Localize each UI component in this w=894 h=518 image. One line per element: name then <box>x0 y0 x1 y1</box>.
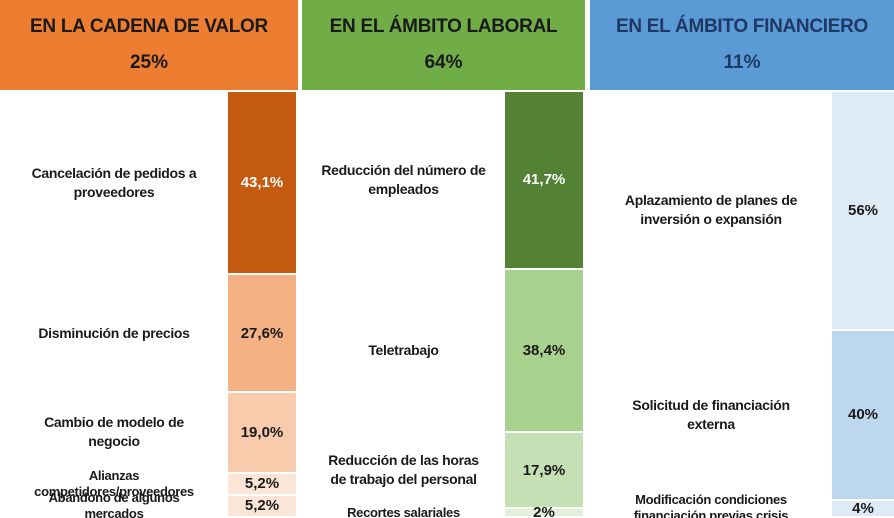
value-block: 43,1% <box>228 92 296 274</box>
value-block: 38,4% <box>505 269 583 432</box>
panel-share: 25% <box>129 52 169 73</box>
panel-header: EN EL ÁMBITO FINANCIERO 11% <box>590 0 894 90</box>
value-block: 40% <box>832 330 894 499</box>
item-label: Teletrabajo <box>368 341 439 358</box>
panel-header: EN EL ÁMBITO LABORAL 64% <box>302 0 585 90</box>
item-label: Reducción de las horas de trabajo del pe… <box>328 452 479 488</box>
value-block: 17,9% <box>505 433 583 508</box>
item-label: Modificación condiciones financiación pr… <box>633 492 789 518</box>
item-label: Solicitud de financiación externa <box>632 396 790 432</box>
value-block: 27,6% <box>228 275 296 391</box>
value-block: 5,2% <box>228 473 296 494</box>
value-block: 41,7% <box>505 92 583 268</box>
panel-title: EN LA CADENA DE VALOR <box>30 16 268 37</box>
panel-title: EN EL ÁMBITO LABORAL <box>329 16 558 37</box>
item-label: Cancelación de pedidos a proveedores <box>31 164 197 200</box>
value-block: 56% <box>832 92 894 329</box>
item-label: Cambio de modelo de negocio <box>44 414 184 450</box>
item-label: Recortes salariales <box>347 504 460 518</box>
value-block: 19,0% <box>228 392 296 472</box>
item-label: Aplazamiento de planes de inversión o ex… <box>624 192 798 228</box>
panel-header: EN LA CADENA DE VALOR 25% <box>0 0 298 90</box>
panel-share: 11% <box>723 52 761 73</box>
value-block: 5,2% <box>228 495 296 516</box>
panel-title: EN EL ÁMBITO FINANCIERO <box>615 16 869 37</box>
item-label: Disminución de precios <box>38 324 190 341</box>
panel-share: 64% <box>424 52 463 73</box>
value-block: 2% <box>505 504 583 518</box>
value-block: 4% <box>832 500 894 517</box>
item-label: Abandono de algunos mercados <box>48 489 180 518</box>
item-label: Reducción del número de empleados <box>321 161 486 197</box>
